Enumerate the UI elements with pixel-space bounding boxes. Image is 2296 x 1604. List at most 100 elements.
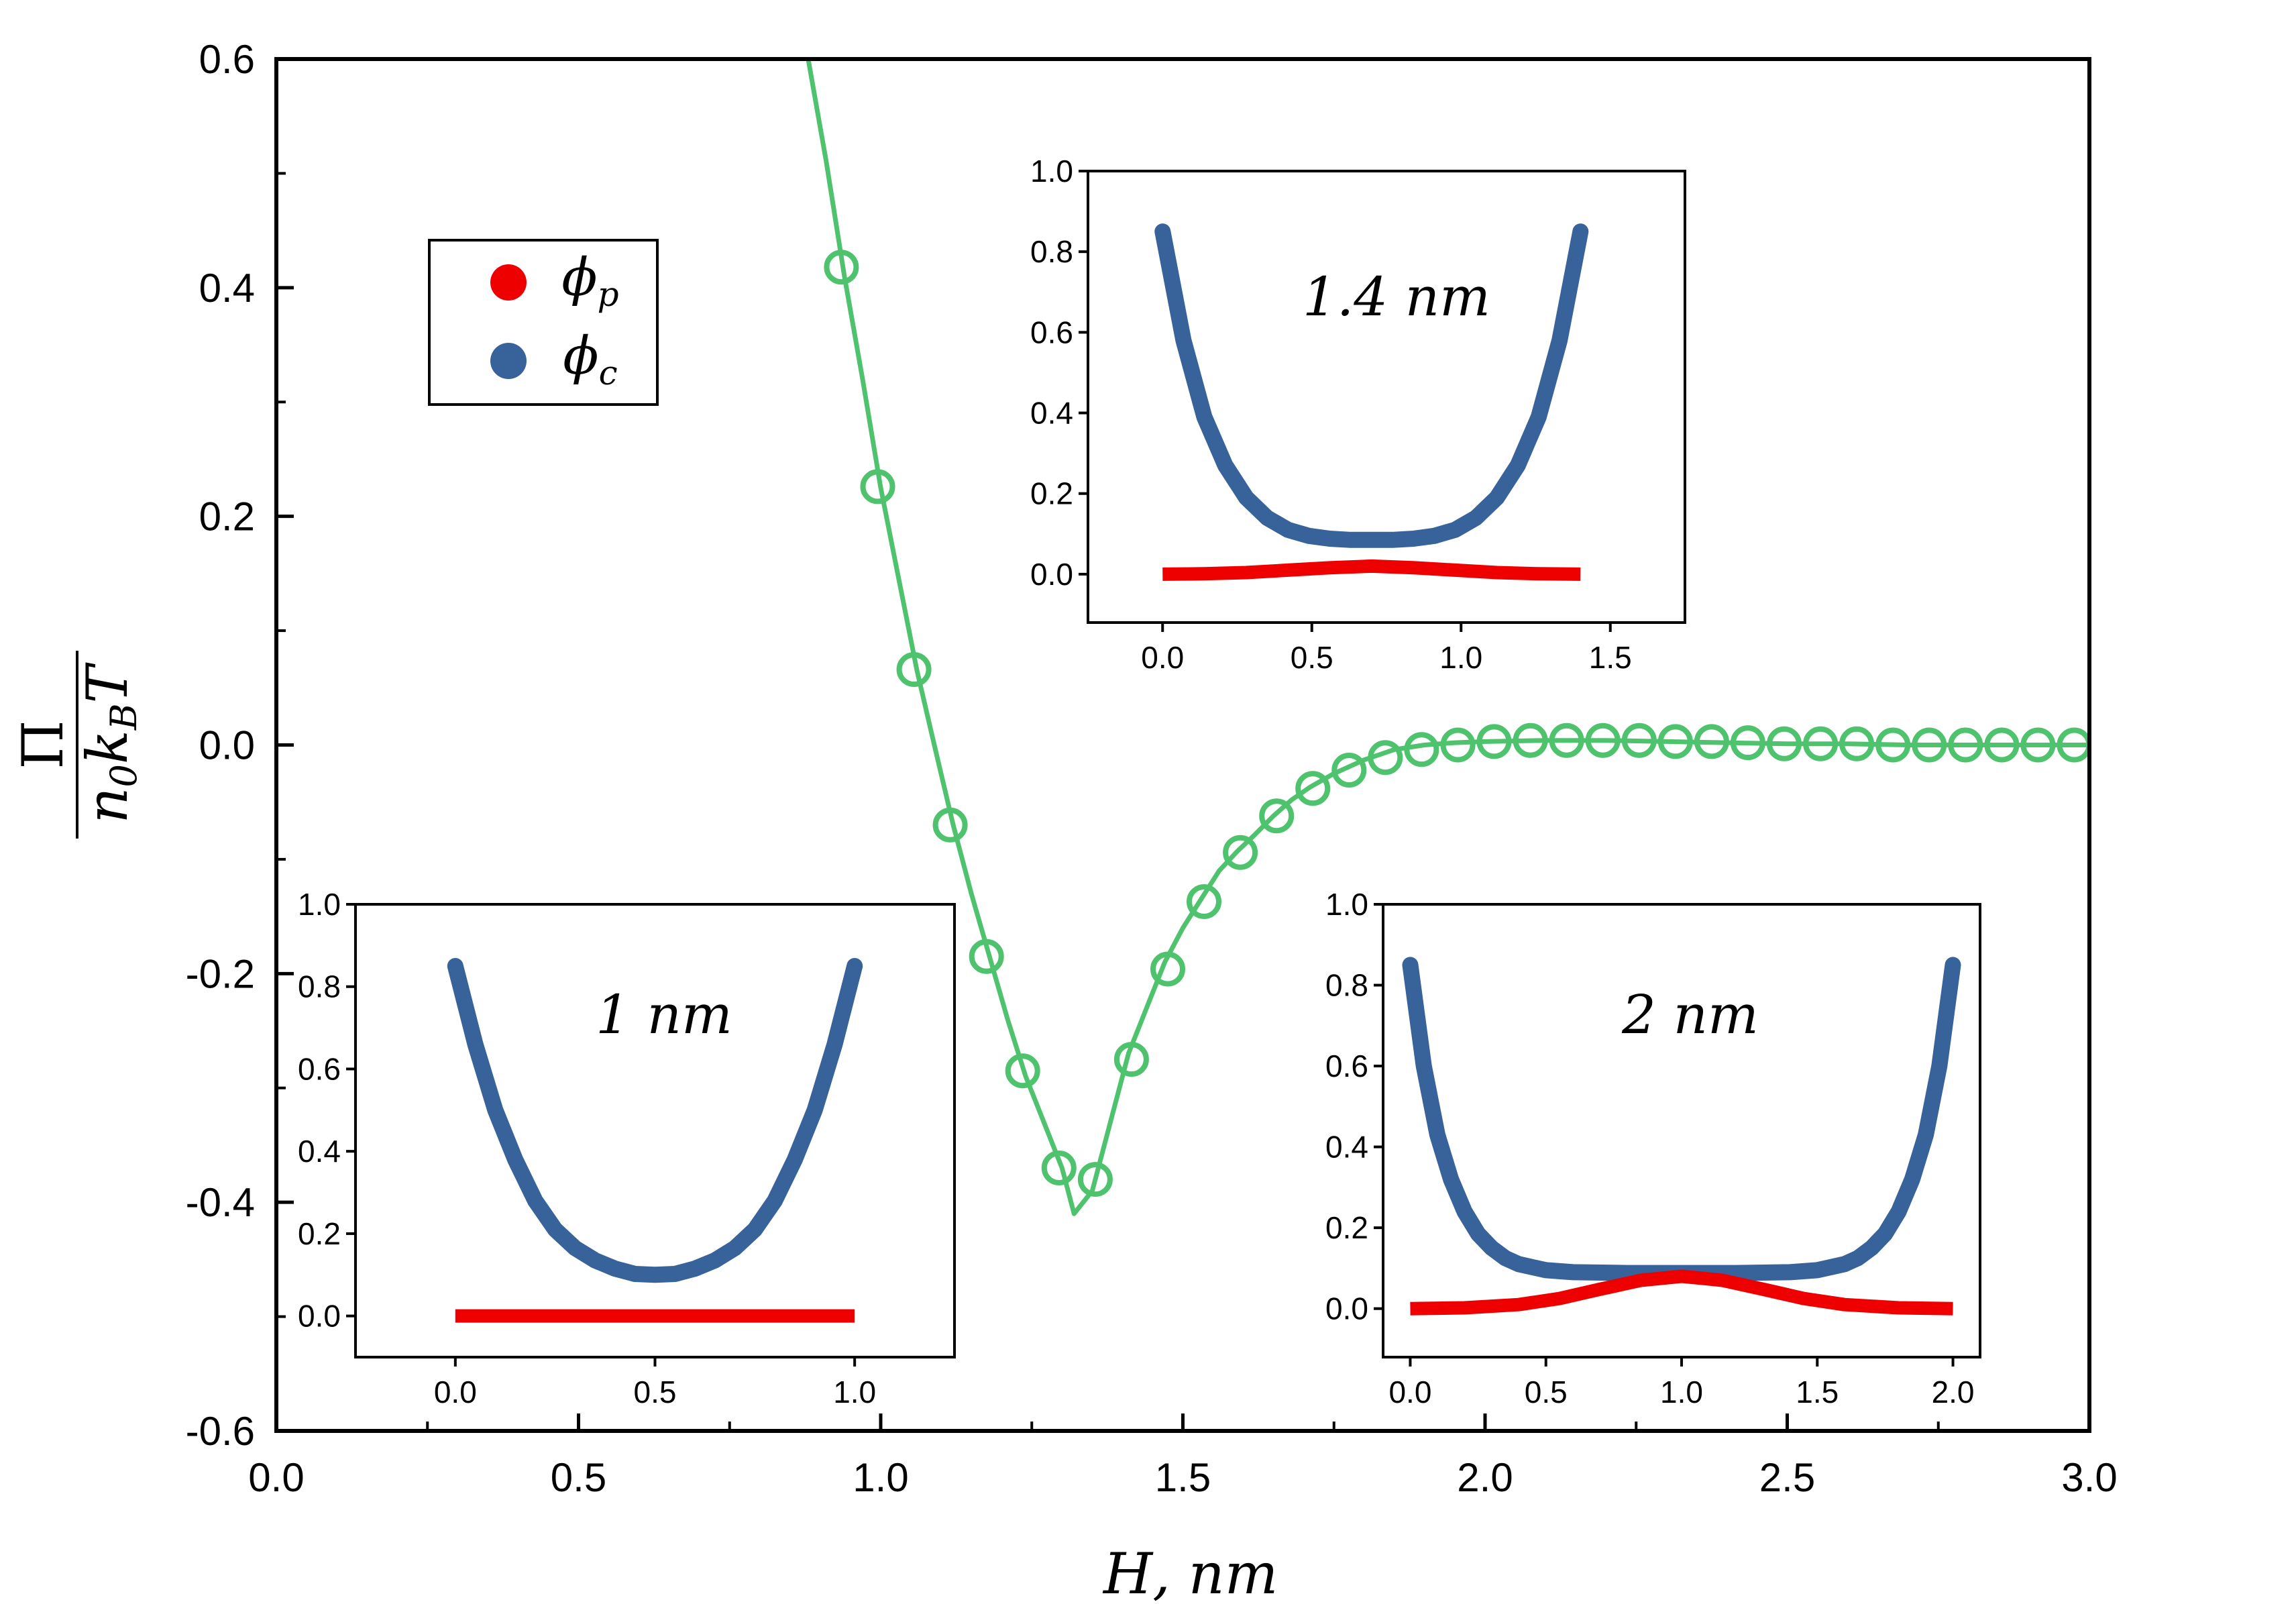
legend-swatch-phi-p (490, 264, 527, 301)
inset-y-tick-label: 1.0 (298, 887, 341, 922)
main-marker-point (1875, 727, 1911, 763)
inset-1.4nm-curves (1154, 223, 1589, 581)
y-tick-label: 0.0 (199, 723, 255, 768)
inset-1nm: 0.0 0.5 1.0 1.0 0.8 0.6 0.4 0.2 0.0 1 nm (298, 887, 956, 1409)
inset-x-tick-label: 1.0 (1439, 640, 1482, 675)
main-marker-point (932, 807, 968, 843)
main-marker-point (1259, 798, 1295, 834)
x-tick-label: 0.5 (551, 1455, 606, 1500)
inset-2nm-bg (1383, 904, 1980, 1357)
x-tick-label: 2.0 (1457, 1455, 1513, 1500)
main-marker-point (1041, 1151, 1077, 1185)
inset-y-tick-label: 0.6 (1325, 1049, 1368, 1083)
inset-y-tick-label: 0.2 (298, 1216, 341, 1251)
main-marker-point (1187, 884, 1221, 919)
inset-y-tick-label: 0.6 (298, 1051, 341, 1086)
inset-1.4nm: 0.0 0.5 1.0 1.5 1.0 0.8 0.6 0.4 0.2 0.0 1.4 nm (1030, 154, 1686, 675)
inset-x-tick-label: 1.5 (1796, 1375, 1839, 1409)
y-tick-label: 0.4 (199, 266, 255, 311)
main-marker-point (1005, 1053, 1040, 1089)
main-marker-point (1803, 726, 1839, 761)
main-marker-point (1730, 725, 1765, 761)
inset-1nm-phi_c-curve (447, 958, 863, 1283)
main-marker-point (1440, 727, 1476, 763)
main-marker-point (1513, 723, 1548, 758)
main-marker-point (1368, 740, 1403, 776)
main-marker-point (1912, 727, 1947, 763)
main-marker-point (1984, 727, 2020, 763)
inset-y-tick-label: 0.0 (1325, 1291, 1368, 1326)
main-marker-point (1150, 951, 1185, 987)
y-axis-numerator: Π (10, 720, 76, 769)
legend-box (428, 239, 659, 406)
main-marker-point (1948, 727, 1983, 763)
main-marker-point (824, 250, 859, 285)
inset-x-tick-label: 1.0 (833, 1375, 876, 1409)
main-marker-point (1621, 723, 1657, 758)
legend: ϕp ϕc (428, 239, 659, 406)
main-marker-point (1331, 753, 1367, 788)
x-axis-title-text: H, nm (1102, 1541, 1278, 1604)
y-tick-label: 0.2 (199, 494, 255, 539)
inset-y-tick-label: 0.0 (298, 1299, 341, 1334)
y-tick-label: -0.6 (186, 1409, 255, 1454)
inset-x-tick-label: 0.0 (1141, 640, 1184, 675)
inset-x-tick-label: 1.5 (1589, 640, 1632, 675)
inset-2nm-annotation: 2 nm (1621, 983, 1759, 1046)
main-curve-line (806, 59, 2089, 1216)
main-marker-point (2020, 727, 2056, 763)
main-marker-point (1549, 723, 1584, 758)
main-marker-point (1113, 1042, 1149, 1077)
main-marker-point (1404, 732, 1439, 767)
inset-1.4nm-phi_c-curve (1154, 223, 1589, 548)
inset-x-tick-label: 1.0 (1660, 1375, 1703, 1409)
inset-1nm-curves (447, 958, 863, 1323)
x-tick-label: 3.0 (2061, 1455, 2117, 1500)
inset-1nm-bg (356, 904, 954, 1357)
inset-1.4nm-bg (1088, 171, 1685, 623)
inset-y-tick-label: 0.6 (1030, 315, 1073, 350)
x-tick-label: 0.0 (248, 1455, 304, 1500)
inset-1nm-annotation: 1 nm (596, 983, 732, 1046)
inset-1nm-ticks: 0.0 0.5 1.0 1.0 0.8 0.6 0.4 0.2 0.0 (298, 887, 876, 1409)
x-tick-label: 1.5 (1155, 1455, 1211, 1500)
x-axis-title: H, nm (1102, 1541, 1278, 1604)
main-marker-point (1694, 724, 1729, 759)
inset-y-tick-label: 0.4 (298, 1134, 341, 1169)
inset-y-tick-label: 0.4 (1325, 1130, 1368, 1165)
inset-y-tick-label: 1.0 (1030, 154, 1073, 189)
inset-2nm: 0.0 0.5 1.0 1.5 2.0 1.0 0.8 0.6 0.4 0.2 0.0 2 nm (1325, 887, 1981, 1409)
inset-x-tick-label: 0.0 (434, 1375, 477, 1409)
main-marker-point (1767, 726, 1802, 761)
main-plot: 0.0 0.5 1.0 1.5 2.0 2.5 3.0 0.6 0.4 0.2 0.0 -0.2 -0.… (186, 37, 2118, 1500)
inset-x-tick-label: 0.0 (1388, 1375, 1431, 1409)
inset-2nm-ticks: 0.0 0.5 1.0 1.5 2.0 1.0 0.8 0.6 0.4 0.2 0.0 (1325, 887, 1974, 1409)
main-marker-point (1077, 1162, 1113, 1197)
inset-y-tick-label: 0.8 (298, 969, 341, 1004)
inset-2nm-phi_p-curve (1410, 1269, 1953, 1316)
main-curve-layer (806, 59, 2089, 1216)
x-tick-label: 1.0 (853, 1455, 908, 1500)
y-axis-denominator: n0kBT (74, 661, 145, 823)
main-marker-point (860, 469, 895, 504)
inset-y-tick-label: 0.4 (1030, 396, 1073, 431)
inset-1.4nm-phi_p-curve (1162, 559, 1581, 581)
x-tick-label: 2.5 (1759, 1455, 1815, 1500)
inset-y-tick-label: 0.2 (1030, 476, 1073, 511)
main-marker-point (896, 652, 932, 687)
inset-1.4nm-annotation: 1.4 nm (1303, 266, 1490, 328)
inset-y-tick-label: 0.2 (1325, 1210, 1368, 1245)
inset-1.4nm-frame (1087, 170, 1686, 624)
main-marker-point (1223, 835, 1258, 870)
inset-x-tick-label: 2.0 (1932, 1375, 1975, 1409)
inset-2nm-curves (1402, 957, 1961, 1316)
inset-y-tick-label: 0.0 (1030, 557, 1073, 592)
y-tick-label: -0.2 (186, 951, 255, 996)
inset-x-tick-label: 0.5 (634, 1375, 677, 1409)
main-marker-point (1476, 724, 1512, 759)
main-marker-point (1295, 771, 1331, 806)
inset-x-tick-label: 0.5 (1525, 1375, 1568, 1409)
main-marker-point (1839, 726, 1875, 761)
legend-swatch-phi-c (490, 343, 527, 379)
y-axis-title: Π n0kBT (10, 651, 145, 839)
